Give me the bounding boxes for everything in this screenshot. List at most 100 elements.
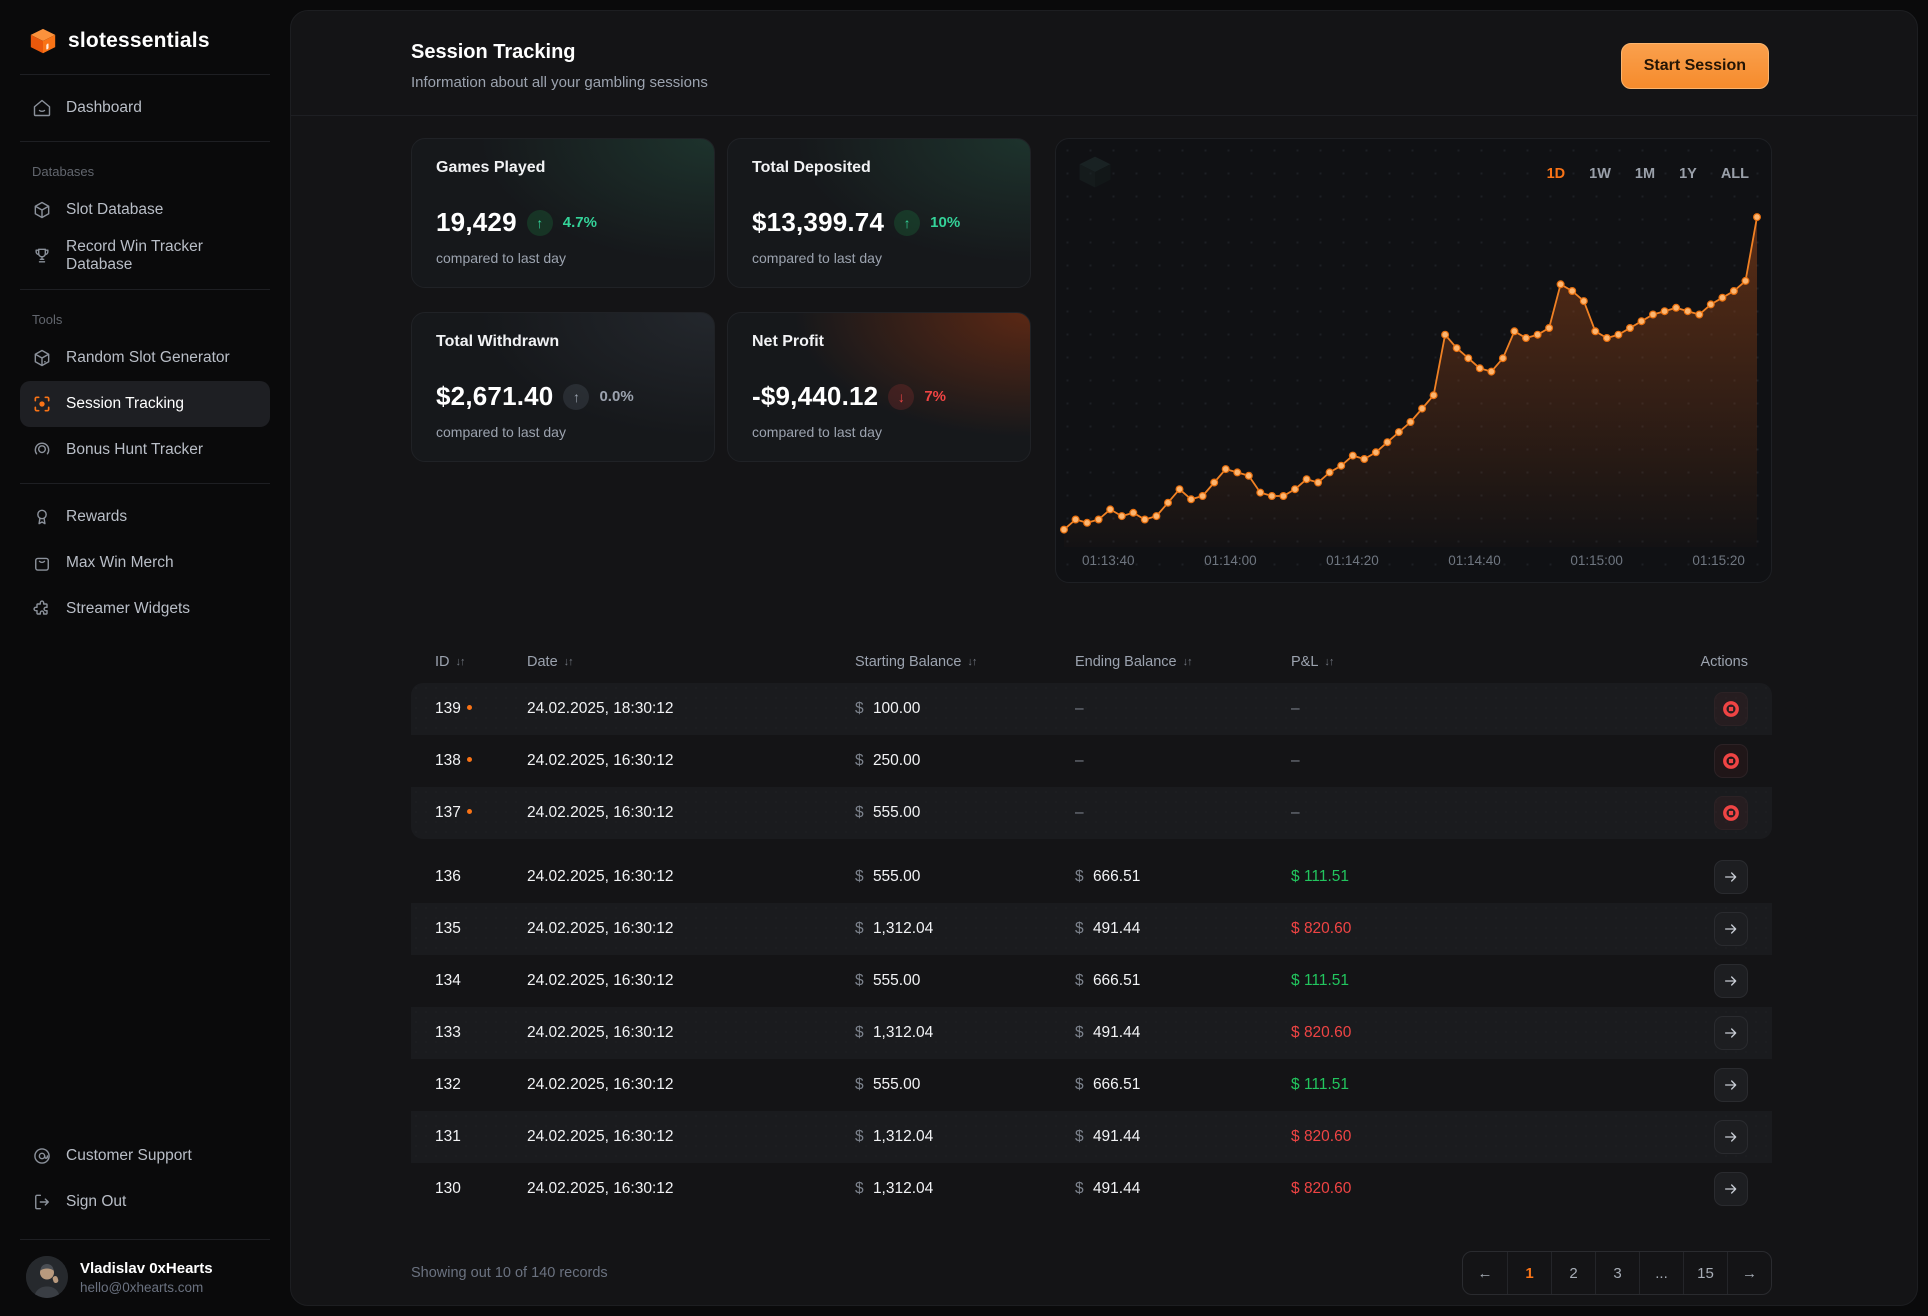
- stop-session-button[interactable]: [1714, 796, 1748, 830]
- sidebar-item-random-slot-generator[interactable]: Random Slot Generator: [20, 335, 270, 381]
- cell-date: 24.02.2025, 16:30:12: [527, 972, 674, 989]
- up-arrow-icon: ↑: [563, 383, 590, 410]
- sidebar-item-bonus-hunt-tracker[interactable]: Bonus Hunt Tracker: [20, 427, 270, 473]
- pagination-ellipsis[interactable]: ...: [1639, 1252, 1683, 1294]
- open-session-button[interactable]: [1714, 1016, 1748, 1050]
- stat-delta: 4.7%: [562, 214, 597, 231]
- cell-id: 130: [435, 1180, 461, 1197]
- user-profile[interactable]: Vladislav 0xHearts hello@0xhearts.com: [20, 1239, 270, 1298]
- range-button-1m[interactable]: 1M: [1634, 166, 1656, 182]
- cell-actions: [1672, 796, 1748, 830]
- cell-date: 24.02.2025, 16:30:12: [527, 1128, 674, 1145]
- sort-icon: ↓↑: [1182, 656, 1193, 668]
- focus-target-icon: [32, 394, 52, 414]
- sidebar-item-max-win-merch[interactable]: Max Win Merch: [20, 540, 270, 586]
- open-session-button[interactable]: [1714, 1068, 1748, 1102]
- cell-pnl: $ 820.60: [1291, 1024, 1352, 1041]
- page-subtitle: Information about all your gambling sess…: [411, 74, 708, 91]
- cell-actions: [1672, 1016, 1748, 1050]
- sidebar-item-streamer-widgets[interactable]: Streamer Widgets: [20, 586, 270, 632]
- sidebar-item-label: Rewards: [66, 508, 128, 525]
- cell-pnl: $ 820.60: [1291, 1128, 1352, 1145]
- cell-id: 139: [435, 700, 527, 718]
- open-session-button[interactable]: [1714, 912, 1748, 946]
- column-header-p-l[interactable]: P&L ↓↑: [1291, 654, 1334, 670]
- sidebar-item-dashboard[interactable]: Dashboard: [20, 85, 270, 131]
- cell-date: 24.02.2025, 16:30:12: [527, 1180, 674, 1197]
- live-session-dot: [466, 705, 472, 710]
- pagination-prev-button[interactable]: ←: [1463, 1252, 1507, 1294]
- cell-pnl: $ 111.51: [1291, 972, 1350, 989]
- range-button-all[interactable]: ALL: [1720, 166, 1749, 182]
- stats-grid: Games Played 19,429 ↑ 4.7% compared to l…: [411, 138, 1031, 583]
- column-header-id[interactable]: ID ↓↑: [435, 654, 466, 670]
- stop-session-button[interactable]: [1714, 692, 1748, 726]
- sidebar-item-sign-out[interactable]: Sign Out: [20, 1179, 270, 1225]
- sidebar-item-record-win-tracker[interactable]: Record Win Tracker Database: [20, 233, 270, 279]
- table-row: 133 24.02.2025, 16:30:12 $ 1,312.04 $ 491.4…: [411, 1007, 1772, 1059]
- cell-actions: [1672, 912, 1748, 946]
- open-session-button[interactable]: [1714, 860, 1748, 894]
- stat-label: Net Profit: [752, 333, 824, 350]
- column-header-ending-balance[interactable]: Ending Balance ↓↑: [1075, 654, 1193, 670]
- sort-icon: ↓↑: [563, 656, 574, 668]
- sort-icon: ↓↑: [455, 656, 466, 668]
- table-live-rows-group: 139 24.02.2025, 18:30:12 $ 100.00– –138 24.0…: [411, 683, 1772, 839]
- sidebar-item-session-tracking[interactable]: Session Tracking: [20, 381, 270, 427]
- section-title-databases: Databases: [32, 164, 95, 179]
- cell-starting-balance: $ 100.00: [855, 700, 921, 717]
- open-session-button[interactable]: [1714, 1172, 1748, 1206]
- table-footer: Showing out 10 of 140 records ← 1 2 3... 15 →: [411, 1251, 1772, 1295]
- sort-icon: ↓↑: [967, 656, 977, 668]
- cell-starting-balance: $ 1,312.04: [855, 1024, 934, 1041]
- x-tick-label: 01:14:00: [1204, 553, 1257, 568]
- pagination-next-button[interactable]: →: [1727, 1252, 1771, 1294]
- column-header-starting-balance[interactable]: Starting Balance ↓↑: [855, 654, 977, 670]
- cell-starting-balance: $ 1,312.04: [855, 920, 934, 937]
- open-session-button[interactable]: [1714, 964, 1748, 998]
- stat-value: 19,429: [436, 207, 517, 237]
- stat-label: Total Withdrawn: [436, 333, 560, 350]
- cell-ending-balance: $ 666.51: [1075, 972, 1141, 989]
- cell-id: 133: [435, 1024, 461, 1041]
- range-button-1w[interactable]: 1W: [1589, 166, 1611, 182]
- stat-value: $2,671.40: [436, 381, 554, 411]
- sidebar-item-slot-database[interactable]: Slot Database: [20, 187, 270, 233]
- live-session-dot: [466, 809, 472, 814]
- sidebar-item-customer-support[interactable]: Customer Support: [20, 1133, 270, 1179]
- cell-id: 131: [435, 1128, 461, 1145]
- column-header-date[interactable]: Date ↓↑: [527, 654, 574, 670]
- up-arrow-icon: ↑: [526, 209, 553, 236]
- stop-session-button[interactable]: [1714, 744, 1748, 778]
- cell-pnl: $ 820.60: [1291, 1180, 1352, 1197]
- cell-actions: [1672, 1120, 1748, 1154]
- page-button-3[interactable]: 3: [1595, 1252, 1639, 1294]
- page-button-1[interactable]: 1: [1507, 1252, 1551, 1294]
- start-session-button[interactable]: Start Session: [1620, 43, 1769, 89]
- page-header: Session Tracking Information about all y…: [291, 11, 1917, 116]
- range-button-1y[interactable]: 1Y: [1679, 166, 1697, 182]
- cell-starting-balance: $ 250.00: [855, 752, 921, 769]
- table-row: 132 24.02.2025, 16:30:12 $ 555.00 $ 666.51 $…: [411, 1059, 1772, 1111]
- award-icon: [32, 507, 52, 527]
- cell-ending-balance: $ 666.51: [1075, 1076, 1141, 1093]
- open-session-button[interactable]: [1714, 1120, 1748, 1154]
- stat-card-games-played: Games Played 19,429 ↑ 4.7% compared to l…: [411, 138, 715, 288]
- disc-icon: [32, 440, 52, 460]
- chart-range-selector: 1D 1W 1M 1Y ALL: [1547, 164, 1749, 184]
- sidebar-item-label: Max Win Merch: [66, 554, 174, 571]
- cell-pnl: $ 111.51: [1291, 1076, 1350, 1093]
- sidebar-item-label: Bonus Hunt Tracker: [66, 441, 203, 458]
- cell-starting-balance: $ 555.00: [855, 972, 921, 989]
- range-button-1d[interactable]: 1D: [1546, 166, 1566, 182]
- cell-ending-balance: $ 491.44: [1075, 1180, 1141, 1197]
- dice-icon: [32, 348, 52, 368]
- sidebar-item-rewards[interactable]: Rewards: [20, 494, 270, 540]
- page-button-2[interactable]: 2: [1551, 1252, 1595, 1294]
- brand-cube-icon: [28, 26, 58, 56]
- table-row: 139 24.02.2025, 18:30:12 $ 100.00 – –: [411, 683, 1772, 735]
- brand: slotessentials: [20, 22, 270, 75]
- sidebar-item-label: Sign Out: [66, 1193, 127, 1210]
- page-button-15[interactable]: 15: [1683, 1252, 1727, 1294]
- stat-card-total-withdrawn: Total Withdrawn $2,671.40 ↑ 0.0% compare…: [411, 312, 715, 462]
